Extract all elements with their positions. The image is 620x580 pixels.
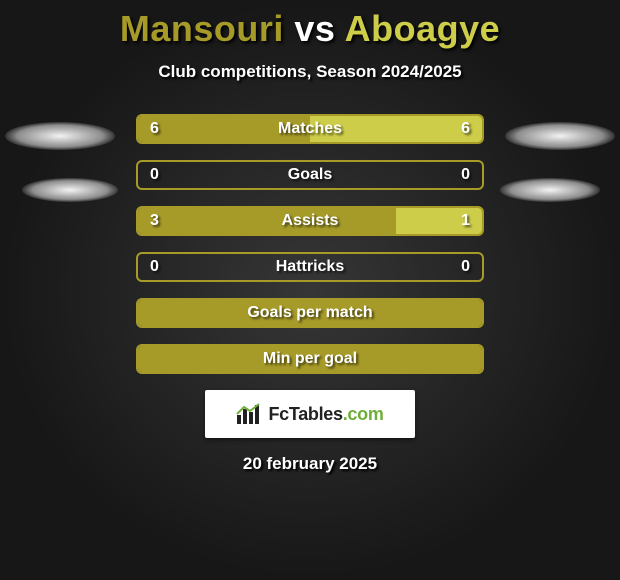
- stat-bar: [136, 206, 484, 236]
- stats-container: Matches66 Goals00 Assists31 Hattricks00 Goal…: [0, 114, 620, 374]
- bar-right: [310, 116, 482, 142]
- shadow-ellipse: [5, 122, 115, 150]
- stat-row: Min per goal: [136, 344, 484, 374]
- comparison-title: Mansouri vs Aboagye: [0, 0, 620, 50]
- bar-left: [138, 346, 482, 372]
- stat-bar: [136, 114, 484, 144]
- bar-left: [138, 300, 482, 326]
- vs-label: vs: [294, 8, 335, 49]
- date-line: 20 february 2025: [0, 454, 620, 474]
- stat-row: Goals per match: [136, 298, 484, 328]
- shadow-ellipse: [22, 178, 118, 202]
- bar-left: [138, 116, 310, 142]
- stat-row: Matches66: [136, 114, 484, 144]
- player2-name: Aboagye: [345, 8, 501, 49]
- logo-text: FcTables.com: [268, 404, 383, 425]
- shadow-ellipse: [500, 178, 600, 202]
- shadow-ellipse: [505, 122, 615, 150]
- bar-left: [138, 208, 396, 234]
- player1-name: Mansouri: [120, 8, 284, 49]
- logo-brand: FcTables: [268, 404, 342, 424]
- stat-bar: [136, 160, 484, 190]
- chart-icon: [236, 403, 262, 425]
- stat-row: Hattricks00: [136, 252, 484, 282]
- bar-right: [396, 208, 482, 234]
- stat-row: Goals00: [136, 160, 484, 190]
- stat-bar: [136, 344, 484, 374]
- stat-bar: [136, 298, 484, 328]
- logo-badge: FcTables.com: [205, 390, 415, 438]
- stat-bar: [136, 252, 484, 282]
- stat-row: Assists31: [136, 206, 484, 236]
- subtitle: Club competitions, Season 2024/2025: [0, 62, 620, 82]
- logo-suffix: .com: [343, 404, 384, 424]
